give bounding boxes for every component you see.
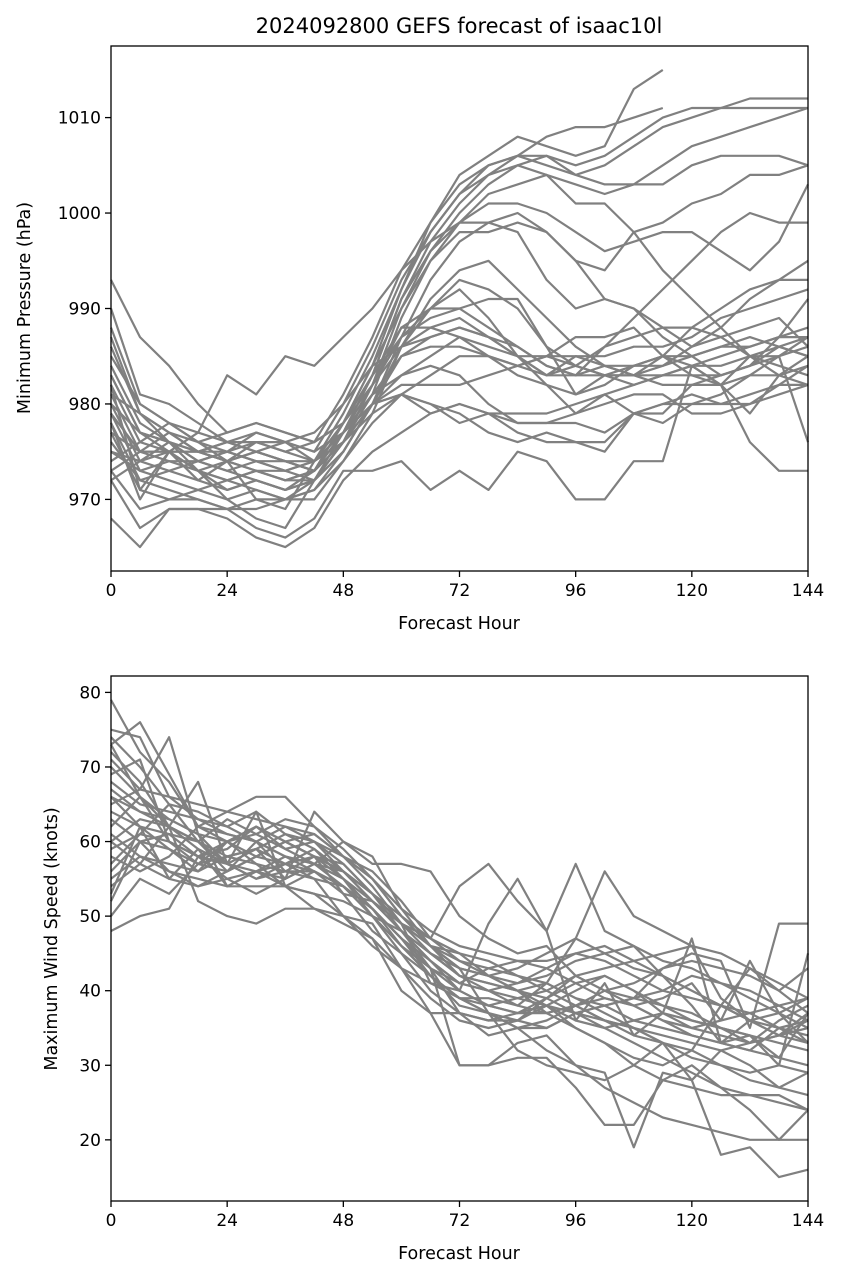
wind-y-tick-label: 30 bbox=[79, 1056, 101, 1076]
pressure-series-line bbox=[109, 106, 664, 453]
pressure-series-line bbox=[109, 221, 810, 501]
pressure-y-tick-label: 970 bbox=[69, 490, 101, 510]
wind-axes: 0 24 48 72 96 120 144 20 30 40 50 60 70 80 bbox=[79, 683, 824, 1231]
pressure-series-line bbox=[110, 278, 808, 491]
pressure-series-line bbox=[110, 336, 809, 482]
wind-y-tick-label: 60 bbox=[79, 833, 101, 853]
pressure-series-line bbox=[110, 326, 809, 491]
wind-x-tick-label: 72 bbox=[449, 1211, 471, 1231]
pressure-series-line bbox=[110, 106, 809, 482]
pressure-x-tick-label: 48 bbox=[333, 581, 355, 601]
wind-y-tick-label: 50 bbox=[79, 907, 101, 927]
wind-series-layer bbox=[109, 699, 810, 1179]
pressure-y-tick-label: 990 bbox=[69, 300, 101, 320]
wind-y-tick-label: 40 bbox=[79, 982, 101, 1002]
wind-y-tick-label: 20 bbox=[79, 1131, 101, 1151]
wind-series-line bbox=[110, 795, 809, 1067]
pressure-y-tick-label: 1000 bbox=[58, 204, 101, 224]
pressure-series-layer bbox=[109, 68, 810, 549]
wind-y-tick-label: 80 bbox=[79, 683, 101, 703]
wind-series-line bbox=[110, 751, 809, 1030]
wind-series-line bbox=[110, 758, 809, 1022]
pressure-series-line bbox=[109, 355, 809, 511]
pressure-y-tick-label: 980 bbox=[69, 395, 101, 415]
pressure-x-tick-label: 0 bbox=[106, 581, 117, 601]
wind-x-tick-label: 24 bbox=[216, 1211, 238, 1231]
pressure-series-line bbox=[110, 383, 809, 530]
wind-x-tick-label: 0 bbox=[106, 1211, 117, 1231]
figure-title: 2024092800 GEFS forecast of isaac10l bbox=[256, 14, 663, 38]
wind-x-tick-label: 48 bbox=[333, 1211, 355, 1231]
pressure-series-line bbox=[110, 336, 809, 472]
wind-series-line bbox=[110, 736, 810, 1067]
wind-x-axis-label: Forecast Hour bbox=[398, 1244, 521, 1264]
wind-series-line bbox=[110, 803, 809, 1044]
pressure-x-tick-label: 144 bbox=[792, 581, 824, 601]
pressure-series-line bbox=[109, 97, 808, 472]
pressure-series-line bbox=[110, 326, 809, 463]
pressure-axes: 0 24 48 72 96 120 144 970 980 990 1000 1010 bbox=[58, 109, 824, 601]
pressure-x-axis-label: Forecast Hour bbox=[398, 614, 521, 634]
wind-series-line bbox=[110, 744, 809, 1141]
pressure-x-tick-label: 96 bbox=[565, 581, 587, 601]
wind-x-tick-label: 120 bbox=[676, 1211, 708, 1231]
pressure-y-axis-label: Minimum Pressure (hPa) bbox=[15, 202, 35, 414]
pressure-x-tick-label: 72 bbox=[449, 581, 471, 601]
pressure-y-tick-label: 1010 bbox=[58, 109, 101, 129]
wind-series-line bbox=[110, 825, 809, 1149]
wind-chart: 0 24 48 72 96 120 144 20 30 40 50 60 70 80 Forecast H… bbox=[42, 675, 824, 1264]
pressure-series-line bbox=[110, 164, 809, 482]
wind-plot-frame bbox=[110, 675, 809, 1202]
wind-series-line bbox=[109, 825, 809, 1059]
wind-y-tick-label: 70 bbox=[79, 758, 101, 778]
pressure-series-line bbox=[110, 336, 809, 482]
pressure-x-tick-label: 120 bbox=[676, 581, 708, 601]
wind-x-tick-label: 96 bbox=[565, 1211, 587, 1231]
wind-series-line bbox=[110, 795, 809, 1052]
pressure-series-line bbox=[110, 336, 809, 511]
pressure-series-line bbox=[109, 106, 808, 482]
pressure-series-line bbox=[110, 278, 808, 511]
wind-x-tick-label: 144 bbox=[792, 1211, 824, 1231]
wind-series-line bbox=[110, 832, 809, 1044]
pressure-chart: 0 24 48 72 96 120 144 970 980 990 1000 1010 Forecas… bbox=[15, 45, 824, 634]
wind-y-axis-label: Maximum Wind Speed (knots) bbox=[42, 807, 62, 1070]
pressure-x-tick-label: 24 bbox=[216, 581, 238, 601]
pressure-series-line bbox=[110, 68, 664, 444]
